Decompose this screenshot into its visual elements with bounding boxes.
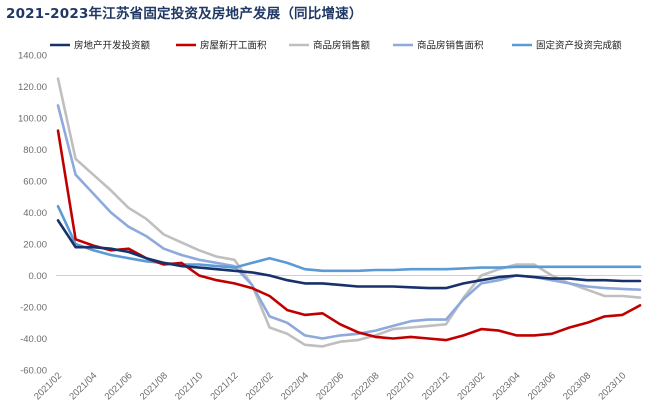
y-tick-label: -20.00 [20,303,47,314]
y-tick-label: -40.00 [20,334,47,345]
legend-label-1: 房屋新开工面积 [200,40,267,52]
x-tick-label: 2023/04 [491,370,523,402]
x-tick-label: 2022/10 [385,370,417,402]
x-tick-label: 2021/10 [173,370,205,402]
legend: 房地产开发投资额 房屋新开工面积 商品房销售额 商品房销售面积 固定资产投资完成额 [50,40,622,52]
x-tick-label: 2021/08 [138,370,170,402]
x-tick-label: 2022/02 [244,370,276,402]
x-tick-label: 2022/08 [350,370,382,402]
series-line-2 [56,77,642,348]
y-tick-label: 40.00 [23,208,47,219]
legend-label-0: 房地产开发投资额 [74,40,151,52]
plot-area [56,77,642,348]
x-tick-label: 2022/12 [420,370,452,402]
y-tick-label: -60.00 [20,366,47,377]
series-line-3 [56,104,642,340]
x-tick-label: 2023/10 [596,370,628,402]
x-tick-label: 2023/06 [526,370,558,402]
series-line-0 [56,219,642,290]
chart-title: 2021-2023年江苏省固定投资及房地产发展（同比增速） [6,6,363,22]
y-tick-label: 80.00 [23,145,47,156]
x-tick-label: 2023/08 [561,370,593,402]
x-tick-label: 2023/02 [455,370,487,402]
legend-label-2: 商品房销售额 [313,40,371,52]
y-tick-label: 140.00 [18,51,47,62]
x-tick-label: 2021/04 [67,370,99,402]
x-axis: 2021/02 2021/04 2021/06 2021/08 2021/10 2021/… [32,275,642,402]
y-tick-label: 0.00 [29,271,48,282]
y-tick-label: 100.00 [18,114,47,125]
y-axis: 140.00 120.00 100.00 80.00 60.00 40.00 20.00 0.… [18,51,47,377]
y-tick-label: 60.00 [23,177,47,188]
x-tick-label: 2022/06 [314,370,346,402]
y-tick-label: 20.00 [23,240,47,251]
legend-label-3: 商品房销售面积 [417,40,484,52]
x-tick-label: 2021/06 [103,370,135,402]
y-tick-label: 120.00 [18,82,47,93]
legend-label-4: 固定资产投资完成额 [536,40,622,52]
x-tick-label: 2021/12 [208,370,240,402]
series-line-4 [56,204,642,273]
x-tick-label: 2022/04 [279,370,311,402]
